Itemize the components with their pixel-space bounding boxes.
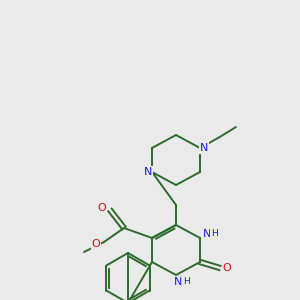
Text: H: H <box>183 278 189 286</box>
Text: N: N <box>144 167 152 177</box>
Text: H: H <box>211 230 218 238</box>
Text: N: N <box>203 229 211 239</box>
Text: N: N <box>200 143 208 153</box>
Text: O: O <box>92 239 100 249</box>
Text: O: O <box>98 203 106 213</box>
Text: O: O <box>223 263 231 273</box>
Text: N: N <box>174 277 182 287</box>
